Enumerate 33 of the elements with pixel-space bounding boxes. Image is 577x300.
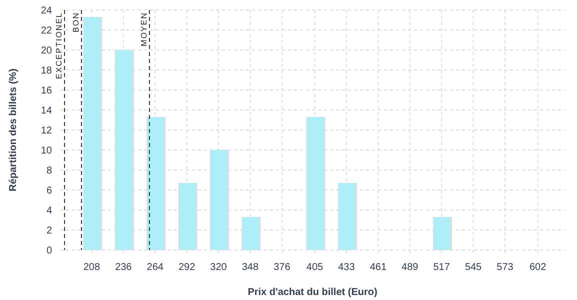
- y-tick-label: 22: [40, 26, 52, 36]
- x-tick-label: 376: [274, 262, 291, 273]
- y-tick-label: 4: [46, 206, 52, 216]
- x-tick-label: 602: [529, 262, 547, 273]
- y-tick-label: 20: [40, 46, 52, 56]
- x-tick-label: 461: [370, 262, 387, 273]
- y-tick-label: 12: [40, 126, 52, 136]
- ref-line-label: MOYEN: [139, 12, 148, 46]
- x-tick-label: 405: [306, 262, 324, 273]
- y-tick-label: 16: [40, 86, 52, 96]
- x-tick-label: 489: [402, 262, 419, 273]
- y-tick-label: 2: [46, 226, 52, 236]
- y-tick-label: 24: [40, 6, 52, 16]
- y-tick-label: 14: [40, 106, 52, 116]
- x-axis-title: Prix d'achat du billet (Euro): [248, 287, 378, 298]
- x-tick-label: 433: [338, 262, 356, 273]
- y-tick-label: 6: [46, 186, 52, 196]
- x-tick-label: 517: [433, 262, 450, 273]
- x-tick-label: 348: [242, 262, 260, 273]
- x-tick-label: 573: [496, 262, 514, 273]
- ref-line-label: BON: [72, 12, 81, 32]
- x-tick-label: 208: [83, 262, 100, 273]
- x-tick-label: 320: [210, 262, 228, 273]
- y-tick-label: 8: [46, 166, 52, 176]
- ref-line-label: EXCEPTIONEL: [54, 12, 64, 80]
- y-tick-label: 18: [40, 66, 52, 76]
- y-axis-title: Répartition des billets (%): [8, 68, 19, 192]
- y-tick-label: 10: [40, 146, 52, 156]
- x-tick-label: 545: [464, 262, 482, 273]
- y-tick-label: 0: [46, 246, 52, 256]
- x-tick-label: 236: [115, 262, 132, 273]
- x-tick-label: 264: [146, 262, 164, 273]
- x-tick-label: 292: [178, 262, 196, 273]
